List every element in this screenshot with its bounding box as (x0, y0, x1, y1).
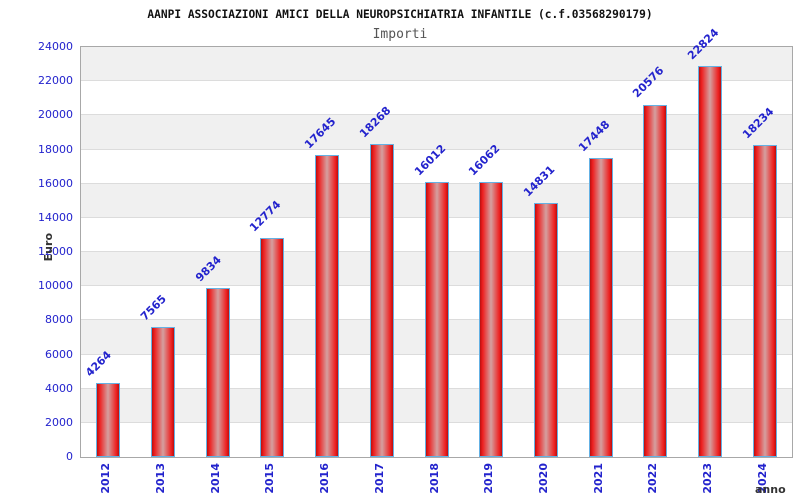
bar-2023 (697, 66, 722, 457)
gridline (81, 80, 792, 82)
x-tick-label: 2017 (372, 463, 386, 494)
bar-2016 (315, 154, 340, 457)
x-tick-label: 2019 (482, 463, 496, 494)
bar-2021 (588, 157, 613, 457)
x-tick-label: 2023 (700, 463, 714, 494)
x-tick-label: 2018 (427, 463, 441, 494)
y-tick-label: 14000 (38, 210, 73, 224)
y-tick-label: 22000 (38, 74, 73, 88)
y-tick-label: 8000 (45, 313, 73, 327)
y-tick-label: 18000 (38, 142, 73, 156)
x-tick-label: 2013 (154, 463, 168, 494)
bar-2015 (260, 237, 285, 457)
x-tick-label: 2021 (591, 463, 605, 494)
grid-band (81, 47, 792, 82)
y-tick-label: 20000 (38, 108, 73, 122)
x-axis-title: anno (755, 483, 786, 496)
gridline (81, 148, 792, 150)
bar-2012 (96, 383, 121, 457)
y-tick-label: 0 (66, 450, 73, 463)
chart-title: AANPI ASSOCIAZIONI AMICI DELLA NEUROPSIC… (147, 8, 653, 21)
bar-2013 (151, 326, 176, 457)
x-tick-label: 2014 (208, 463, 222, 494)
bar-2020 (533, 202, 558, 457)
x-tick-label: 2020 (536, 463, 550, 494)
y-tick-label: 10000 (38, 279, 73, 293)
plot-area (80, 46, 793, 458)
y-tick-label: 12000 (38, 245, 73, 258)
bar-2018 (424, 182, 449, 457)
y-tick-label: 2000 (45, 415, 73, 429)
x-tick-label: 2016 (318, 463, 332, 494)
x-tick-label: 2015 (263, 463, 277, 494)
grid-band (81, 115, 792, 150)
bar-2022 (643, 104, 668, 457)
chart-subtitle: Importi (372, 27, 428, 42)
y-axis-title: Euro (42, 233, 55, 262)
y-tick-label: 24000 (38, 40, 73, 53)
x-tick-label: 2012 (99, 463, 113, 494)
bar-2024 (752, 144, 777, 457)
y-tick-label: 6000 (45, 347, 73, 361)
bar-2014 (205, 288, 230, 457)
bar-2017 (369, 143, 394, 457)
y-tick-label: 4000 (45, 381, 73, 395)
gridline (81, 114, 792, 116)
y-tick-label: 16000 (38, 176, 73, 190)
bar-2019 (479, 181, 504, 457)
x-tick-label: 2022 (646, 463, 660, 494)
